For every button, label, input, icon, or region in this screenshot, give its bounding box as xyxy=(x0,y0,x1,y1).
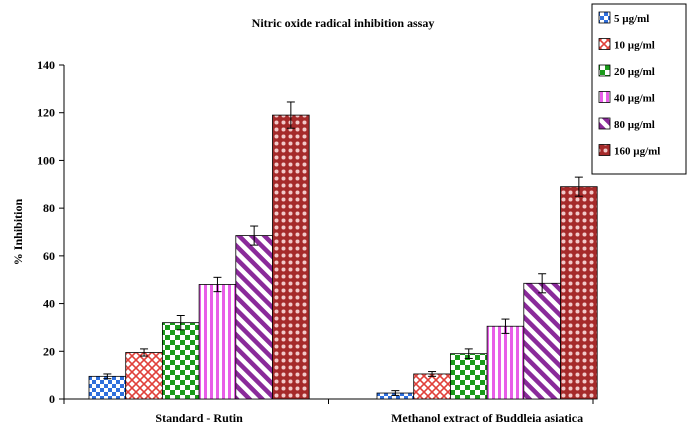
legend-label: 40 µg/ml xyxy=(614,93,655,105)
bar-5-2 xyxy=(523,282,561,400)
y-tick-label: 80 xyxy=(43,201,55,215)
bar-3-1 xyxy=(161,322,200,400)
bar-2-1 xyxy=(125,352,163,400)
bar-6-2 xyxy=(560,186,598,400)
y-tick-label: 120 xyxy=(37,106,55,120)
bar-3-2 xyxy=(449,353,488,400)
legend-label: 10 µg/ml xyxy=(614,40,655,52)
legend-label: 160 µg/ml xyxy=(614,146,660,158)
legend-swatch xyxy=(598,11,611,24)
y-axis-title: % Inhibition xyxy=(11,198,25,265)
bar-6-1 xyxy=(272,114,310,400)
y-tick-label: 20 xyxy=(43,344,55,358)
y-tick-label: 0 xyxy=(49,392,55,406)
y-tick-label: 100 xyxy=(37,153,55,167)
y-tick-label: 140 xyxy=(37,58,55,72)
legend-swatch xyxy=(598,38,611,50)
y-tick-label: 40 xyxy=(43,297,55,311)
plot-area: 0 20 40 60 80 100 120 140 Standard - Rutin Methan… xyxy=(37,58,598,425)
bar-5-1 xyxy=(235,235,273,400)
bar-4-2 xyxy=(486,325,525,400)
legend-label: 5 µg/ml xyxy=(614,13,649,25)
legend-label: 80 µg/ml xyxy=(614,119,655,131)
chart-title: Nitric oxide radical inhibition assay xyxy=(252,16,435,30)
bar-4-1 xyxy=(198,284,237,400)
legend-swatch xyxy=(598,117,611,130)
legend: 5 µg/ml 10 µg/ml 20 µg/ml 40 µg/ml 80 µg/ml 1… xyxy=(591,3,687,175)
legend-swatch xyxy=(598,64,611,77)
legend-label: 20 µg/ml xyxy=(614,66,655,78)
legend-swatch xyxy=(598,144,611,156)
bar-1-1 xyxy=(88,375,127,400)
x-category-label: Standard - Rutin xyxy=(155,411,243,425)
bar-2-2 xyxy=(413,373,451,400)
legend-swatch xyxy=(598,91,611,103)
x-category-label: Methanol extract of Buddleia asiatica xyxy=(391,411,583,425)
y-tick-label: 60 xyxy=(43,249,55,263)
